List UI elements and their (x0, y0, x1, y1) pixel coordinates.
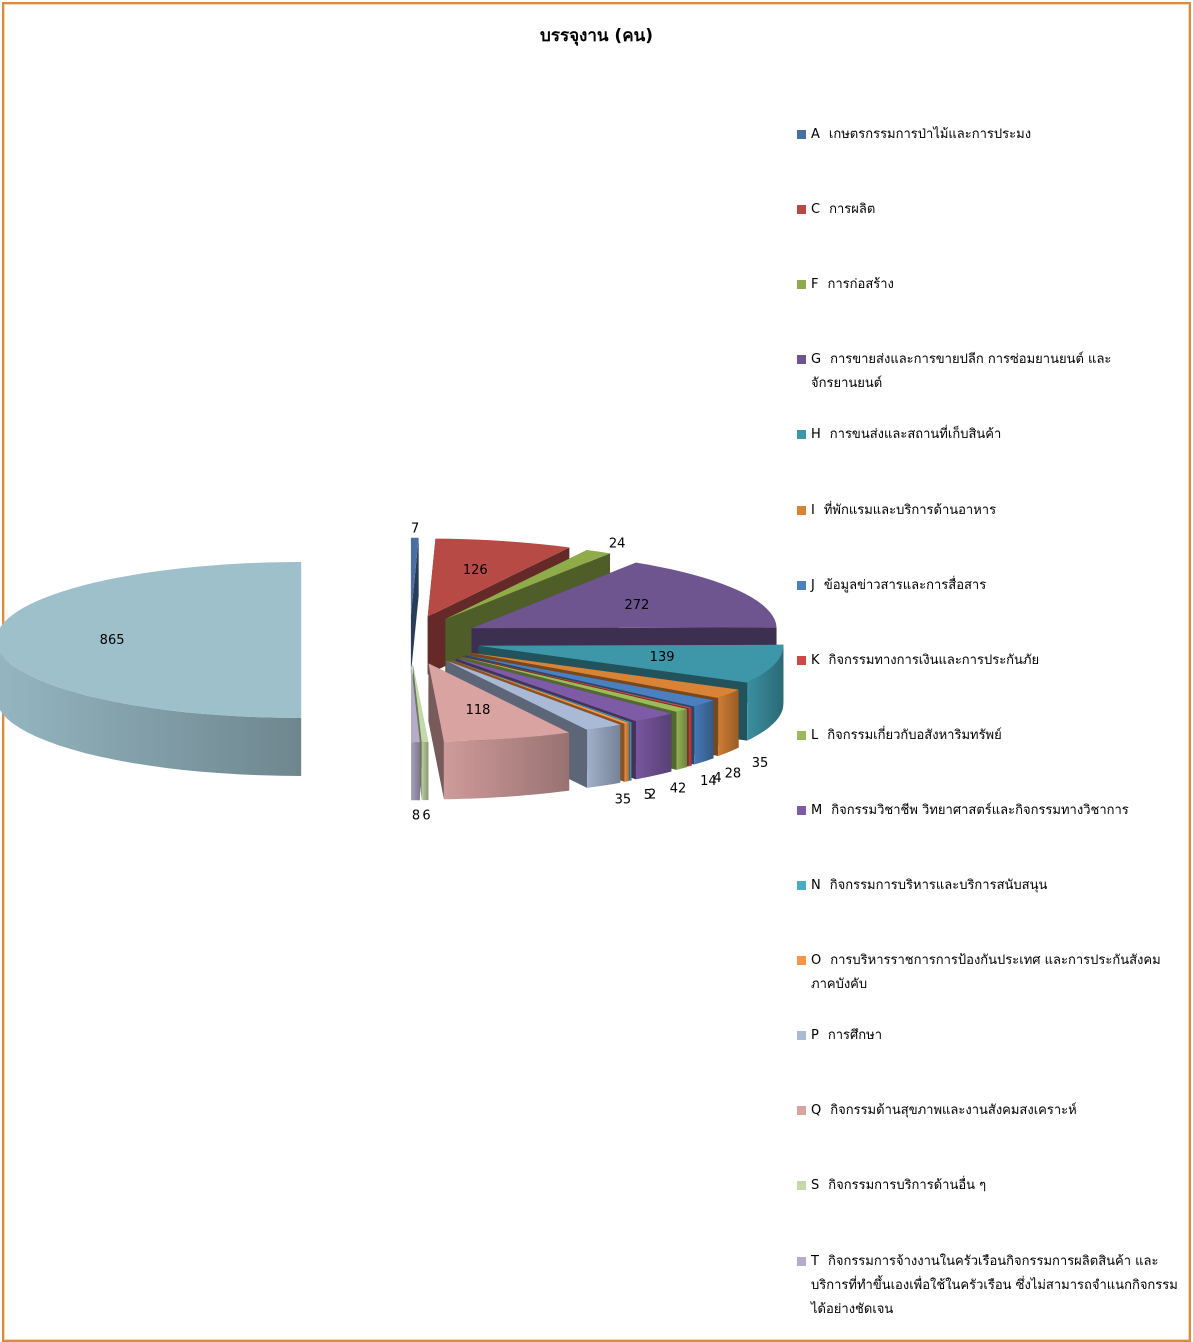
legend-label: กิจกรรมการบริการด้านอื่น ๆ (828, 1178, 987, 1194)
data-label-f: 24 (609, 537, 626, 552)
legend-item-q: Q กิจกรรมด้านสุขภาพและงานสังคมสงเคราะห์ (797, 1099, 1182, 1123)
legend-swatch (797, 505, 806, 515)
legend-code: N (811, 878, 821, 893)
data-label-g: 272 (624, 598, 649, 613)
legend-label: การศึกษา (827, 1028, 882, 1044)
data-label-n: 2 (648, 787, 656, 802)
pie-slice-u (0, 562, 302, 776)
legend-label: เกษตรกรรมการป่าไม้และการประมง (828, 127, 1032, 142)
data-label-p: 35 (615, 793, 632, 808)
legend-item-p: P การศึกษา (797, 1024, 1182, 1048)
legend-swatch (797, 881, 806, 890)
legend-code: S (811, 1178, 820, 1194)
pie-slice-q (428, 663, 570, 800)
legend-code: J (811, 577, 815, 593)
data-label-t: 8 (412, 809, 420, 824)
legend-code: Q (811, 1103, 822, 1119)
data-label-m: 42 (670, 782, 687, 797)
data-label-s: 6 (422, 809, 430, 824)
legend-code: T (811, 1253, 819, 1269)
legend-swatch (797, 956, 806, 966)
legend-code: F (811, 277, 819, 293)
legend-swatch (797, 805, 806, 815)
legend-code: L (811, 727, 819, 743)
legend-code: G (811, 352, 822, 368)
data-label-l: 14 (700, 774, 717, 789)
legend-swatch (797, 730, 806, 740)
pie-slice-a (410, 537, 419, 674)
legend-item-g: G การขายส่งและการขายปลีก การซ่อมยานยนต์ แ… (797, 348, 1182, 396)
legend-swatch (797, 130, 806, 139)
legend-label: การขายส่งและการขายปลีก การซ่อมยานยนต์ แล… (811, 352, 1112, 392)
legend-swatch (797, 1256, 806, 1266)
legend-swatch (797, 580, 806, 590)
pie-slice-t (411, 664, 420, 801)
legend-code: I (811, 502, 815, 518)
data-label-c: 126 (463, 563, 488, 578)
legend-label: กิจกรรมทางการเงินและการประกันภัย (828, 652, 1040, 668)
legend-swatch (797, 205, 806, 215)
legend-label: การผลิต (829, 202, 876, 218)
legend-item-h: H การขนส่งและสถานที่เก็บสินค้า (797, 423, 1182, 447)
legend-swatch (797, 1181, 806, 1191)
legend-item-a: A เกษตรกรรมการป่าไม้และการประมง (797, 123, 1182, 147)
legend-swatch (797, 355, 806, 365)
legend-item-f: F การก่อสร้าง (797, 273, 1182, 297)
legend-label: กิจกรรมด้านสุขภาพและงานสังคมสงเคราะห์ (830, 1103, 1077, 1119)
legend-swatch (797, 655, 806, 665)
legend-item-s: S กิจกรรมการบริการด้านอื่น ๆ (797, 1174, 1182, 1198)
legend-label: กิจกรรมการจ้างงานในครัวเรือนกิจกรรมการผล… (811, 1253, 1178, 1317)
legend-swatch (797, 430, 806, 440)
data-label-i: 35 (752, 756, 769, 771)
data-label-h: 139 (650, 650, 675, 665)
legend-item-c: C การผลิต (797, 198, 1182, 222)
chart-title: บรรจุงาน (คน) (540, 26, 653, 46)
data-label-u: 865 (100, 633, 125, 648)
legend-label: ข้อมูลข่าวสารและการสื่อสาร (823, 577, 987, 593)
legend-item-i: I ที่พักแรมและบริการด้านอาหาร (797, 499, 1182, 523)
data-label-j: 28 (725, 766, 742, 781)
legend-label: การก่อสร้าง (827, 277, 894, 293)
legend-code: A (811, 127, 820, 142)
legend-code: P (811, 1028, 819, 1044)
legend-item-o: O การบริหารราชการการป้องกันประเทศ และการป… (797, 949, 1182, 997)
data-label-a: 7 (411, 521, 419, 536)
legend-item-j: J ข้อมูลข่าวสารและการสื่อสาร (797, 574, 1182, 598)
data-label-q: 118 (466, 703, 491, 718)
legend-code: C (811, 202, 821, 218)
legend-swatch (797, 1106, 806, 1116)
legend-code: O (811, 953, 822, 969)
legend-label: กิจกรรมการบริหารและบริการสนับสนุน (829, 878, 1048, 893)
legend-label: ที่พักแรมและบริการด้านอาหาร (823, 502, 997, 518)
legend-swatch (797, 1031, 806, 1041)
data-label-k: 4 (713, 771, 721, 786)
legend-label: กิจกรรมวิชาชีพ วิทยาศาสตร์และกิจกรรมทางว… (831, 802, 1129, 818)
legend-code: M (811, 802, 823, 818)
legend-label: กิจกรรมเกี่ยวกับอสังหาริมทรัพย์ (827, 727, 1002, 743)
legend-item-k: K กิจกรรมทางการเงินและการประกันภัย (797, 649, 1182, 673)
legend-code: H (811, 427, 821, 443)
legend-item-n: N กิจกรรมการบริหารและบริการสนับสนุน (797, 874, 1182, 898)
legend-swatch (797, 280, 806, 290)
legend-item-m: M กิจกรรมวิชาชีพ วิทยาศาสตร์และกิจกรรมทาง… (797, 799, 1182, 823)
legend-item-t: T กิจกรรมการจ้างงานในครัวเรือนกิจกรรมการผ… (797, 1250, 1182, 1322)
data-label-o: 5 (644, 788, 652, 803)
legend-label: การบริหารราชการการป้องกันประเทศ และการปร… (811, 953, 1161, 993)
legend-code: K (811, 652, 820, 668)
legend-item-l: L กิจกรรมเกี่ยวกับอสังหาริมทรัพย์ (797, 724, 1182, 748)
legend-label: การขนส่งและสถานที่เก็บสินค้า (829, 427, 1002, 443)
